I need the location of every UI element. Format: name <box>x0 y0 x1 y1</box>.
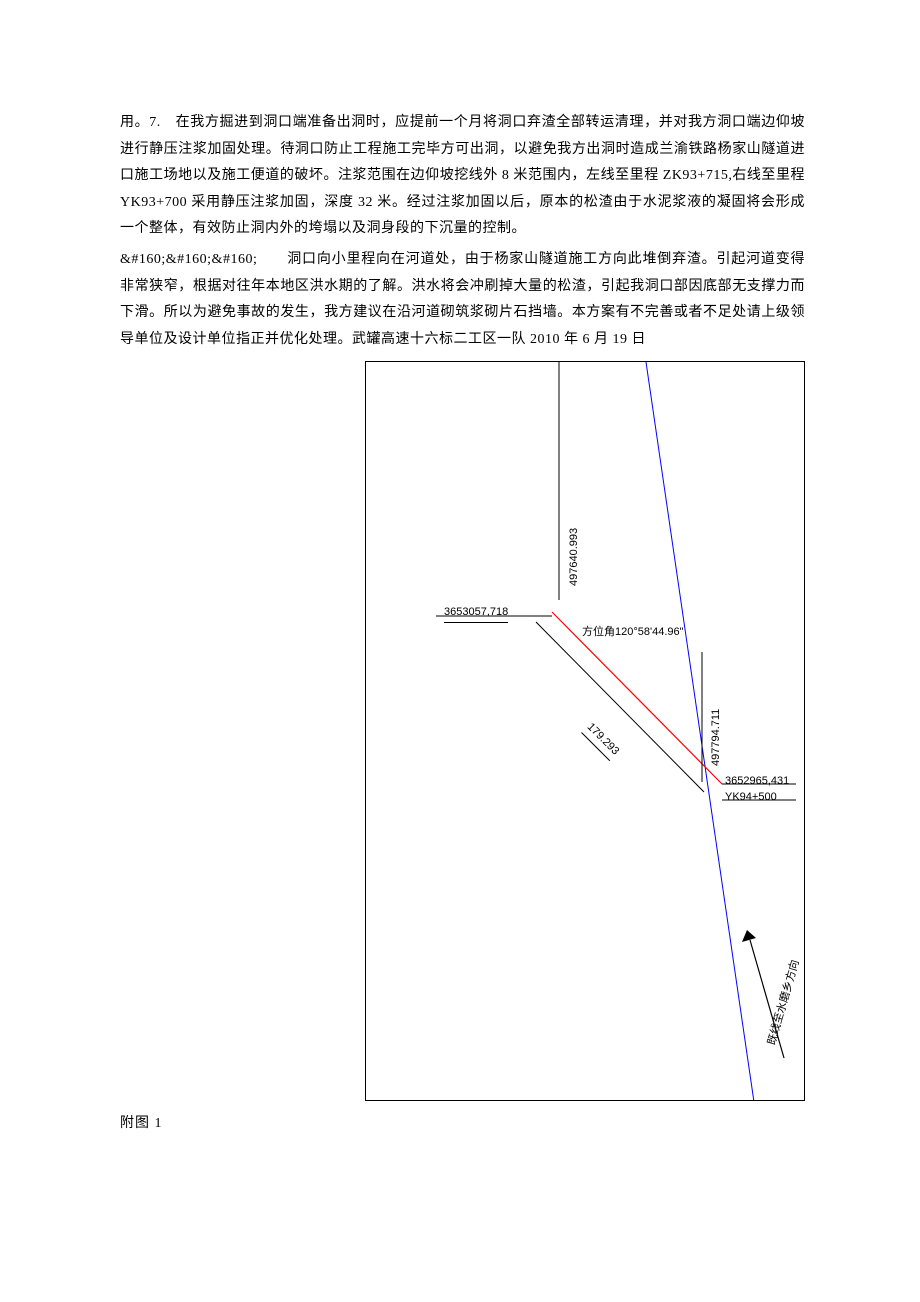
diagram-box: 3653057,718 497640.993 方位角120°58'44.96" 179… <box>365 361 805 1101</box>
label-station: YK94+500 <box>725 787 777 808</box>
label-coord_vert_right: 497794.711 <box>706 709 727 766</box>
label-arrow_label: 既线至水磨乡方向 <box>762 958 805 1048</box>
label-length: 179.293 <box>581 718 624 761</box>
paragraph-2: &#160;&#160;&#160; 洞口向小里程向在河道处，由于杨家山隧道施工… <box>120 247 805 353</box>
label-azimuth: 方位角120°58'44.96" <box>582 622 684 643</box>
label-coord_left: 3653057,718 <box>444 602 508 623</box>
paragraph-1: 用。7. 在我方掘进到洞口端准备出洞时，应提前一个月将洞口弃渣全部转运清理，并对… <box>120 110 805 243</box>
diagram-container: 3653057,718 497640.993 方位角120°58'44.96" 179… <box>120 361 805 1101</box>
figure-caption: 附图 1 <box>120 1111 805 1138</box>
label-coord_vert_left: 497640.993 <box>564 528 585 586</box>
